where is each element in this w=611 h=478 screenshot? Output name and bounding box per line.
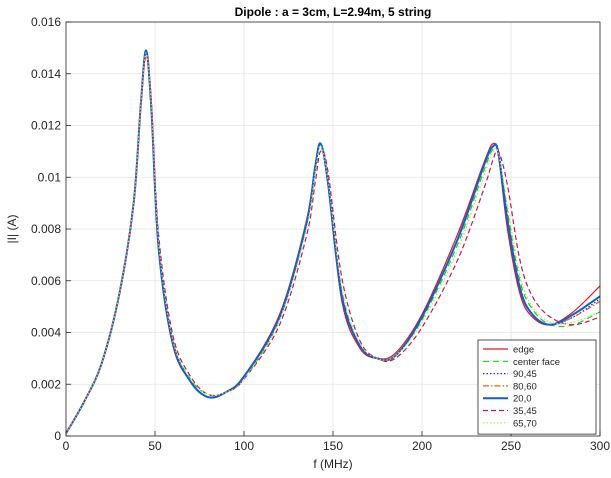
x-tick-label: 200 [412, 439, 432, 453]
legend-label: 65,70 [513, 418, 537, 429]
series-line-6 [65, 55, 601, 434]
legend-label: center face [513, 357, 560, 368]
x-tick-label: 300 [590, 439, 610, 453]
y-tick-label: 0.012 [31, 119, 61, 133]
series-lines [65, 49, 601, 434]
y-axis-label: |I| (A) [5, 215, 19, 244]
x-tick-label: 150 [323, 439, 343, 453]
axis-ticks: 0 50 100 150 200 250 300 0 0.002 0.004 0.006 0.008 0… [31, 15, 610, 453]
y-tick-label: 0.006 [31, 274, 61, 288]
x-tick-label: 100 [234, 439, 254, 453]
y-tick-label: 0.014 [31, 67, 61, 81]
legend-label: 35,45 [513, 406, 537, 417]
y-tick-label: 0.004 [31, 326, 61, 340]
legend-label: 90,45 [513, 369, 537, 380]
y-tick-label: 0.01 [38, 170, 62, 184]
x-tick-label: 0 [63, 439, 70, 453]
chart-title: Dipole : a = 3cm, L=2.94m, 5 string [235, 5, 432, 19]
x-tick-label: 50 [148, 439, 162, 453]
y-tick-label: 0.016 [31, 15, 61, 29]
y-tick-label: 0.008 [31, 222, 61, 236]
x-axis-label: f (MHz) [313, 457, 352, 471]
y-tick-label: 0.002 [31, 377, 61, 391]
series-line-5 [65, 49, 601, 434]
legend-label: edge [513, 345, 534, 356]
legend-label: 20,0 [513, 394, 532, 405]
legend-label: 80,60 [513, 381, 537, 392]
legend-box [477, 339, 597, 435]
y-tick-label: 0 [54, 429, 61, 443]
x-tick-label: 250 [501, 439, 521, 453]
series-line-7 [65, 52, 601, 434]
